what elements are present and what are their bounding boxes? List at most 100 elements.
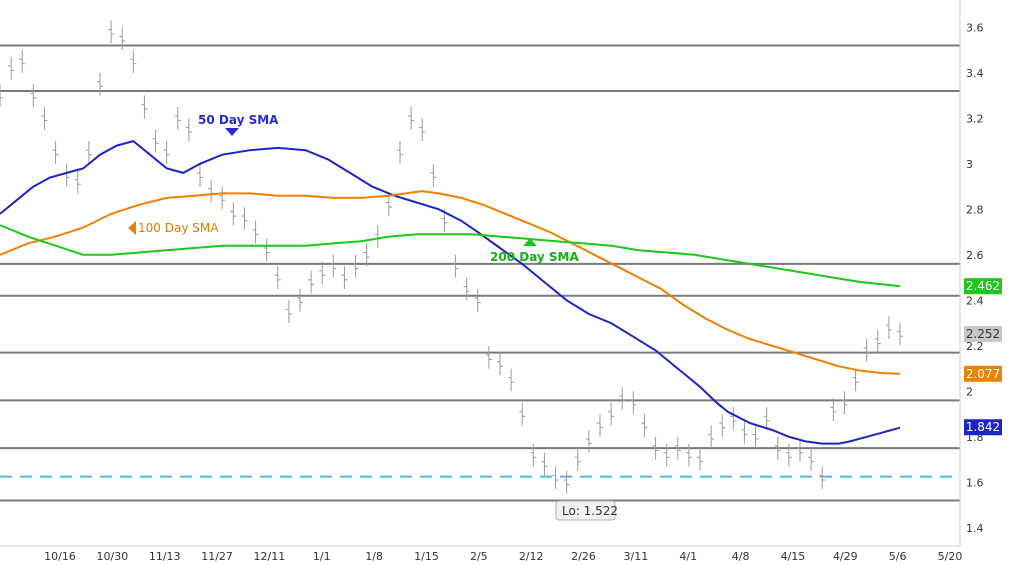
price-bar: [419, 118, 426, 142]
price-bar: [185, 118, 192, 142]
x-tick-label: 10/30: [97, 550, 129, 563]
price-bar: [652, 436, 659, 460]
x-tick-label: 2/12: [519, 550, 544, 563]
y-tick-label: 2: [966, 385, 973, 398]
annotation-200-day-sma: 200 Day SMA: [490, 238, 580, 264]
price-bar: [363, 243, 370, 267]
price-bar: [485, 345, 492, 369]
price-bar: [630, 391, 637, 415]
price-bar: [519, 402, 526, 426]
price-bar: [119, 27, 126, 51]
price-bar: [563, 470, 570, 494]
badge-200-day-sma-box: [964, 278, 1002, 295]
y-tick-label: 3: [966, 158, 973, 171]
price-bar: [897, 322, 903, 346]
x-tick-label: 4/1: [679, 550, 697, 563]
price-bar: [730, 407, 737, 430]
price-bar: [41, 106, 48, 130]
price-bar: [219, 186, 226, 210]
price-bar: [163, 141, 170, 164]
price-bar: [585, 429, 592, 453]
price-bar: [330, 254, 337, 278]
label-100-day-sma: 100 Day SMA: [138, 221, 219, 235]
price-bar: [808, 448, 815, 471]
price-bar: [74, 170, 81, 194]
price-bar: [619, 386, 626, 410]
triangle-left-icon: [128, 221, 136, 235]
price-bar: [819, 466, 826, 490]
x-tick-label: 11/13: [149, 550, 181, 563]
price-bar: [741, 420, 748, 444]
y-tick-label: 2.8: [966, 203, 984, 216]
badge-50-day-sma-text: 1.842: [966, 420, 1000, 434]
badge-50-day-sma-box: [964, 419, 1002, 436]
annotation-100-day-sma: 100 Day SMA: [128, 221, 219, 235]
price-bar: [197, 163, 203, 187]
price-bar: [274, 266, 281, 289]
price-bar: [752, 425, 759, 449]
price-bar: [308, 270, 315, 294]
price-bar: [297, 288, 303, 312]
price-bar: [430, 163, 437, 187]
value-badges: 2.462 2.252 2.077 1.842: [964, 278, 1002, 436]
price-bar: [863, 338, 870, 362]
y-tick-label: 2.2: [966, 340, 984, 353]
price-bar: [341, 266, 348, 289]
price-bar: [541, 452, 548, 476]
price-bar: [52, 141, 59, 164]
label-200-day-sma: 200 Day SMA: [490, 250, 580, 264]
price-bar: [674, 436, 681, 460]
price-bar: [552, 466, 559, 490]
price-bar: [663, 443, 670, 467]
y-tick-label: 3.4: [966, 67, 984, 80]
price-bar: [0, 84, 3, 107]
triangle-down-icon: [225, 128, 239, 136]
y-tick-label: 3.6: [966, 21, 984, 34]
price-bar: [474, 288, 481, 312]
price-bar: [241, 207, 248, 230]
x-tick-label: 10/16: [44, 550, 76, 563]
y-tick-label: 2.6: [966, 249, 984, 262]
x-tick-label: 11/27: [201, 550, 233, 563]
price-bar: [608, 402, 615, 426]
price-bar: [230, 202, 237, 226]
x-tick-label: 5/6: [889, 550, 907, 563]
low-label-box: [555, 500, 616, 521]
price-bar: [508, 368, 515, 392]
series-line-2: [0, 224, 901, 288]
series-line-1: [0, 190, 901, 375]
x-tick-label: 4/29: [833, 550, 858, 563]
price-bar: [352, 254, 359, 278]
price-bar: [97, 72, 103, 96]
price-bar: [19, 50, 26, 73]
price-bar: [30, 84, 37, 107]
y-tick-label: 1.4: [966, 522, 984, 535]
x-tick-label: 5/20: [938, 550, 963, 563]
badge-100-day-sma-box: [964, 365, 1002, 382]
price-bar: [841, 391, 848, 415]
x-tick-label: 2/5: [470, 550, 488, 563]
price-bar: [252, 220, 259, 244]
price-bar: [785, 443, 792, 467]
x-tick-label: 1/1: [313, 550, 331, 563]
price-bar: [374, 225, 381, 248]
price-bar: [685, 443, 692, 467]
price-bar: [574, 448, 581, 471]
price-bar: [141, 95, 148, 119]
price-bar: [263, 238, 270, 262]
annotation-50-day-sma: 50 Day SMA: [198, 113, 279, 136]
price-bar: [208, 179, 215, 203]
label-50-day-sma: 50 Day SMA: [198, 113, 279, 127]
x-tick-label: 4/15: [781, 550, 806, 563]
price-bar: [319, 261, 326, 285]
price-bar: [697, 448, 703, 471]
price-bar: [641, 414, 648, 437]
price-bars: [0, 20, 903, 494]
x-tick-label: 2/26: [571, 550, 596, 563]
price-bar: [830, 398, 837, 421]
price-bar: [397, 141, 403, 164]
series-line-0: [0, 140, 901, 445]
x-tick-label: 4/8: [732, 550, 750, 563]
price-bar: [452, 254, 459, 278]
price-bar: [763, 407, 770, 430]
